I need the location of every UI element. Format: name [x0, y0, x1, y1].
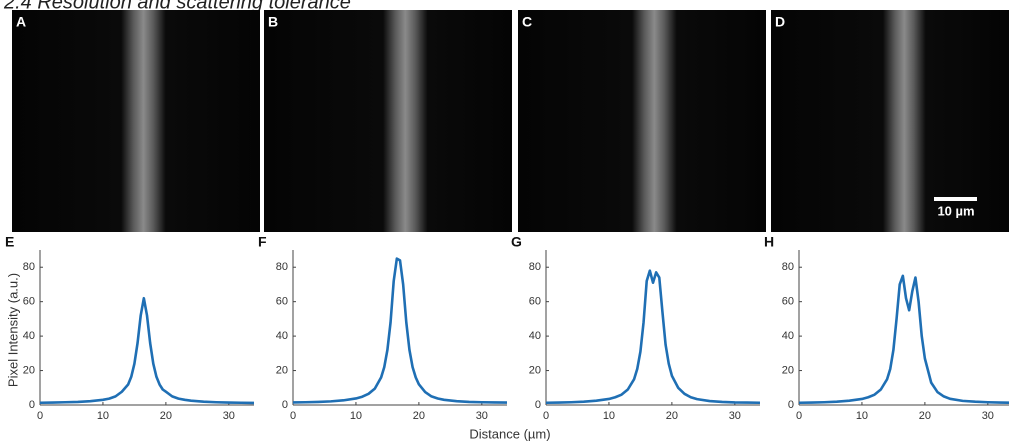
y-tick-label: 80	[23, 261, 35, 273]
y-tick-label: 60	[529, 296, 541, 308]
x-tick-label: 20	[666, 410, 678, 422]
x-tick-label: 0	[290, 410, 296, 422]
x-tick-label: 10	[603, 410, 615, 422]
panel-label: H	[764, 234, 774, 250]
y-tick-label: 40	[276, 330, 288, 342]
x-tick-label: 10	[856, 410, 868, 422]
y-tick-label: 20	[276, 364, 288, 376]
y-tick-label: 0	[535, 399, 541, 411]
y-tick-label: 20	[529, 364, 541, 376]
y-tick-label: 40	[23, 330, 35, 342]
panel-label: C	[522, 14, 532, 30]
x-tick-label: 0	[37, 410, 43, 422]
panel-label: B	[268, 14, 278, 30]
microscopy-image	[771, 10, 1009, 232]
x-tick-label: 10	[97, 410, 109, 422]
microscopy-image	[518, 10, 766, 232]
profile-line	[798, 274, 1009, 405]
x-tick-label: 20	[413, 410, 425, 422]
panel-label: F	[258, 234, 267, 250]
y-tick-label: 80	[529, 261, 541, 273]
microscopy-image	[264, 10, 512, 232]
microscopy-image	[12, 10, 260, 232]
panel-label: A	[16, 14, 26, 30]
y-tick-label: 40	[529, 330, 541, 342]
x-tick-label: 0	[796, 410, 802, 422]
x-tick-label: 30	[729, 410, 741, 422]
profile-line	[292, 257, 508, 404]
x-tick-label: 0	[543, 410, 549, 422]
scale-bar-label: 10 µm	[937, 203, 974, 218]
x-tick-label: 10	[350, 410, 362, 422]
y-tick-label: 80	[782, 261, 794, 273]
y-axis-label: Pixel Intensity (a.u.)	[5, 273, 20, 387]
y-tick-label: 0	[788, 399, 794, 411]
panel-label: D	[775, 14, 785, 30]
y-tick-label: 20	[782, 364, 794, 376]
y-tick-label: 80	[276, 261, 288, 273]
y-tick-label: 0	[282, 399, 288, 411]
y-tick-label: 0	[29, 399, 35, 411]
x-tick-label: 20	[919, 410, 931, 422]
y-tick-label: 20	[23, 364, 35, 376]
y-tick-label: 60	[782, 296, 794, 308]
profile-line	[545, 269, 761, 405]
y-tick-label: 40	[782, 330, 794, 342]
panel-label: E	[5, 234, 14, 250]
panel-label: G	[511, 234, 522, 250]
profile-line	[39, 296, 255, 405]
x-tick-label: 30	[223, 410, 235, 422]
y-tick-label: 60	[23, 296, 35, 308]
x-tick-label: 30	[476, 410, 488, 422]
figure-title: 2.4 Resolution and scattering tolerance	[3, 0, 351, 13]
x-tick-label: 30	[982, 410, 994, 422]
x-tick-label: 20	[160, 410, 172, 422]
x-axis-label: Distance (µm)	[469, 426, 550, 441]
y-tick-label: 60	[276, 296, 288, 308]
